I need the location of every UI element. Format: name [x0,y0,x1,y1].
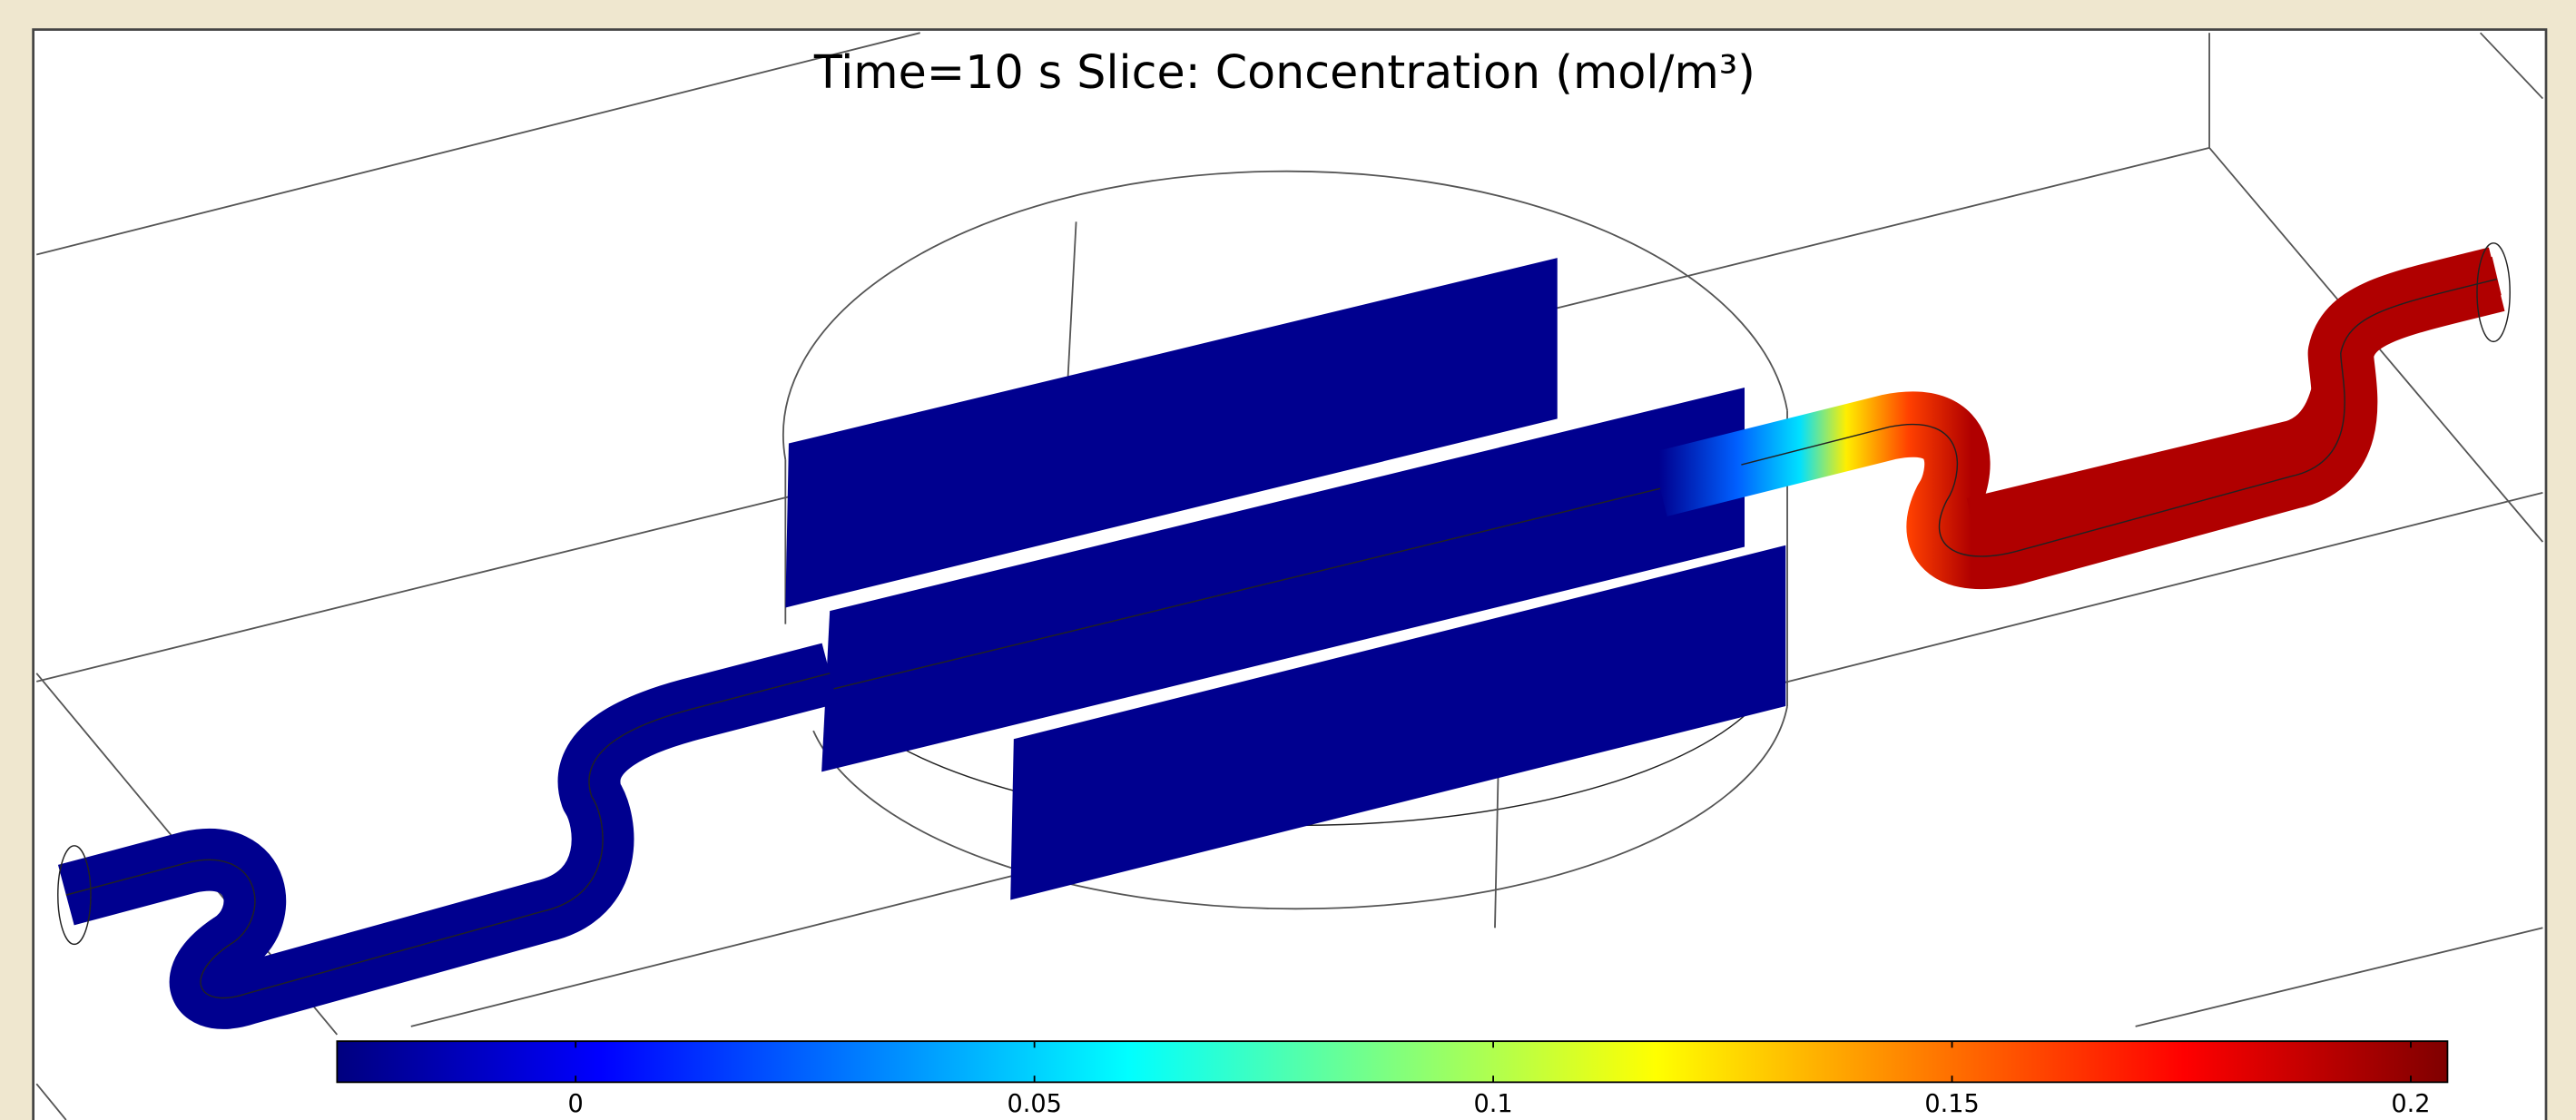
slice-panels [785,258,1786,900]
colorbar-tick-label: 0.15 [1924,1090,1979,1118]
colorbar-tick-label: 0 [568,1090,584,1118]
colorbar-tick-label: 0.1 [1474,1090,1513,1118]
plot-title: Time=10 s Slice: Concentration (mol/m³) [813,45,1755,99]
colorbar [336,1040,2449,1084]
colorbar-tick-label: 0.05 [1007,1090,1061,1118]
colorbar-tick-label: 0.2 [2391,1090,2430,1118]
pipes [57,242,2511,1029]
